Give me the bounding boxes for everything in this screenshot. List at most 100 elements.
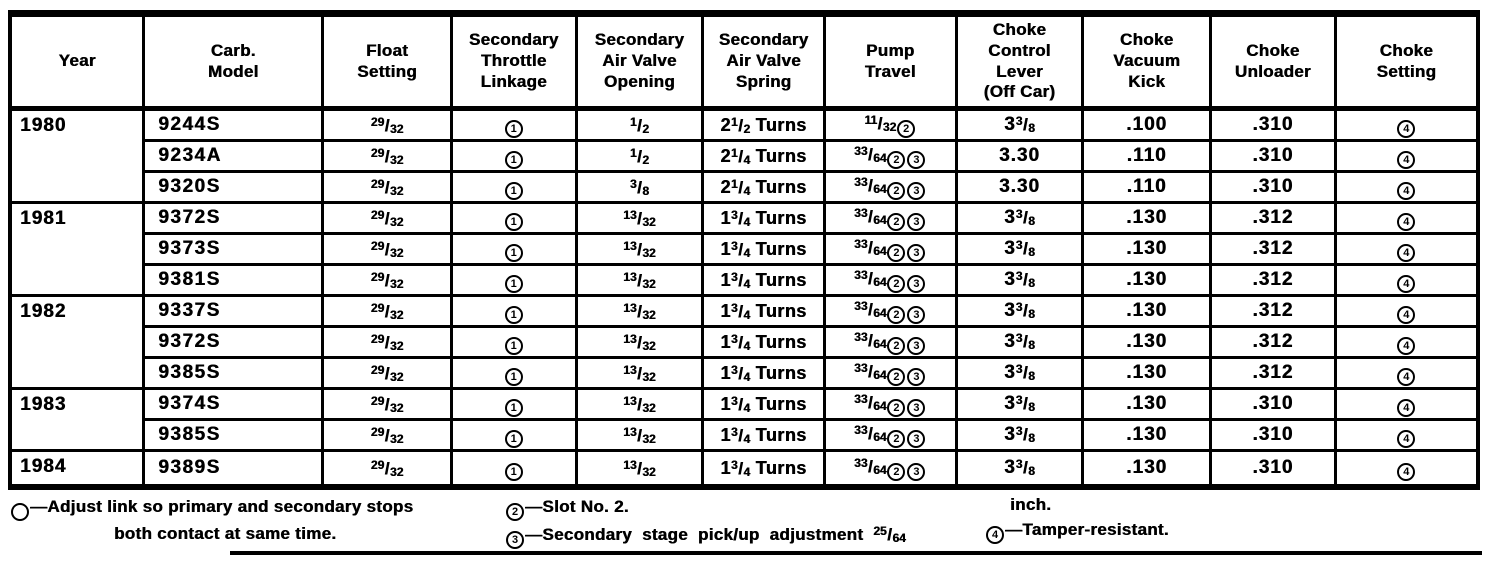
column-header-unloader: Choke Unloader	[1208, 12, 1337, 111]
cell-setting: 4	[1333, 107, 1480, 142]
fraction: 29/32	[370, 424, 404, 446]
footnote-ref-icon: 1	[504, 398, 523, 417]
footnote-ref-icon: 4	[1397, 305, 1416, 324]
cell-lever: 33/8	[954, 325, 1085, 359]
cell-opening: 13/32	[574, 356, 705, 390]
cell-kick: .130	[1081, 263, 1212, 297]
cell-linkage: 1	[449, 139, 578, 173]
fraction: 33/64	[854, 360, 887, 382]
cell-spring: 13/4 Turns	[701, 449, 826, 489]
cell-setting: 4	[1333, 356, 1480, 390]
fraction: 3/4	[730, 300, 751, 322]
cell-setting: 4	[1333, 139, 1480, 173]
cell-linkage: 1	[449, 232, 578, 266]
footnote-2: 2 —Slot No. 2.	[505, 494, 629, 521]
cell-pump: 33/64 2 3	[822, 356, 958, 390]
footnote-ref-icon: 4	[1397, 119, 1416, 138]
fraction: 3/8	[1015, 300, 1035, 321]
fraction: 13/32	[623, 393, 656, 415]
table-row: 9385S 29/32 1 13/32 13/4 Turns 33/64 2 3 33/8.13…	[10, 356, 1480, 390]
fraction: 13/32	[623, 331, 656, 353]
footnotes-section: 1—Adjust link so primary and secondary s…	[0, 492, 1488, 552]
fraction: 29/32	[370, 145, 404, 167]
year-cell: 1980	[8, 107, 146, 204]
footnote-ref-icon: 3	[907, 274, 926, 293]
cell-opening: 3/8	[574, 170, 705, 204]
cell-setting: 4	[1333, 232, 1480, 266]
fraction: 3/4	[730, 457, 751, 479]
table-row: 1984 9389S 29/32 1 13/32 13/4 Turns 33/64 2 3 33/…	[8, 449, 1480, 489]
cell-pump: 33/64 2 3	[822, 294, 958, 328]
footnote-ref-icon: 2	[887, 305, 906, 324]
cell-unloader: .312	[1208, 232, 1337, 266]
column-header-pump: Pump Travel	[822, 12, 958, 111]
cell-unloader: .310	[1208, 387, 1337, 421]
fraction: 29/32	[370, 269, 404, 291]
fraction: 3/8	[1015, 238, 1035, 259]
footnote-ref-icon: 4	[1397, 181, 1416, 200]
cell-model: 9234A	[142, 139, 325, 173]
fraction: 13/32	[623, 207, 656, 229]
fraction: 25/64	[873, 524, 906, 545]
fraction: 3/4	[730, 207, 751, 229]
cell-linkage: 1	[449, 263, 578, 297]
fraction: 3/4	[730, 269, 751, 291]
cell-lever: 33/8	[954, 232, 1085, 266]
cell-model: 9372S	[142, 201, 325, 235]
cell-model: 9385S	[142, 356, 325, 390]
cell-opening: 13/32	[574, 449, 705, 489]
footnote-ref-icon: 4	[1397, 243, 1416, 262]
cell-spring: 13/4 Turns	[701, 294, 826, 328]
cell-opening: 13/32	[574, 201, 705, 235]
table-body: 1980 9244S 29/32 1 1/2 21/2 Turns 11/32 2 33/8.1…	[8, 107, 1480, 489]
cell-linkage: 1	[449, 356, 578, 390]
fraction: 1/2	[730, 114, 751, 136]
cell-model: 9337S	[142, 294, 325, 328]
footnote-ref-icon: 1	[504, 462, 523, 481]
column-header-float: Float Setting	[321, 12, 453, 111]
cell-spring: 13/4 Turns	[701, 201, 826, 235]
cell-lever: 33/8	[954, 418, 1085, 452]
fraction: 1/2	[629, 114, 649, 136]
footnote-ref-icon: 3	[907, 336, 926, 355]
footnote-ref-icon: 3	[907, 398, 926, 417]
cell-setting: 4	[1333, 449, 1480, 489]
cell-float: 29/32	[321, 170, 453, 204]
column-header-lever: Choke Control Lever (Off Car)	[954, 12, 1085, 111]
cell-linkage: 1	[449, 325, 578, 359]
footnote-ref-icon: 1	[504, 274, 523, 293]
table-row: 9234A 29/32 1 1/2 21/4 Turns 33/64 2 3 3.30.110.…	[10, 139, 1480, 173]
cell-setting: 4	[1333, 201, 1480, 235]
cell-linkage: 1	[449, 294, 578, 328]
cell-model: 9373S	[142, 232, 325, 266]
footnote-ref-icon: 4	[1397, 150, 1416, 169]
cell-kick: .130	[1081, 449, 1212, 489]
footnote-3-continuation: inch.	[1010, 495, 1052, 514]
cell-model: 9244S	[142, 107, 325, 142]
cell-opening: 13/32	[574, 294, 705, 328]
table-row: 1981 9372S 29/32 1 13/32 13/4 Turns 33/64 2 3 33/…	[8, 201, 1480, 297]
cell-unloader: .310	[1208, 449, 1337, 489]
cell-kick: .110	[1081, 139, 1212, 173]
footnote-ref-icon: 1	[504, 212, 523, 231]
footnote-4: 4 —Tamper-resistant.	[985, 517, 1169, 544]
cell-pump: 33/64 2 3	[822, 170, 958, 204]
cell-kick: .130	[1081, 232, 1212, 266]
cell-lever: 33/8	[954, 294, 1085, 328]
cell-opening: 13/32	[574, 263, 705, 297]
cell-float: 29/32	[321, 107, 453, 142]
cell-unloader: .312	[1208, 263, 1337, 297]
fraction: 3/4	[730, 362, 751, 384]
cell-unloader: .310	[1208, 107, 1337, 142]
cell-unloader: .312	[1208, 201, 1337, 235]
fraction: 33/64	[854, 143, 887, 165]
cell-lever: 33/8	[954, 387, 1085, 421]
fraction: 3/4	[730, 331, 751, 353]
footnote-ref-icon: 4	[1397, 367, 1416, 386]
footnote-ref-icon: 2	[887, 398, 906, 417]
fraction: 29/32	[370, 238, 404, 260]
cell-lever: 33/8	[954, 356, 1085, 390]
fraction: 29/32	[370, 176, 404, 198]
column-header-opening: Secondary Air Valve Opening	[574, 12, 705, 111]
table-row: 9373S 29/32 1 13/32 13/4 Turns 33/64 2 3 33/8.13…	[10, 232, 1480, 266]
